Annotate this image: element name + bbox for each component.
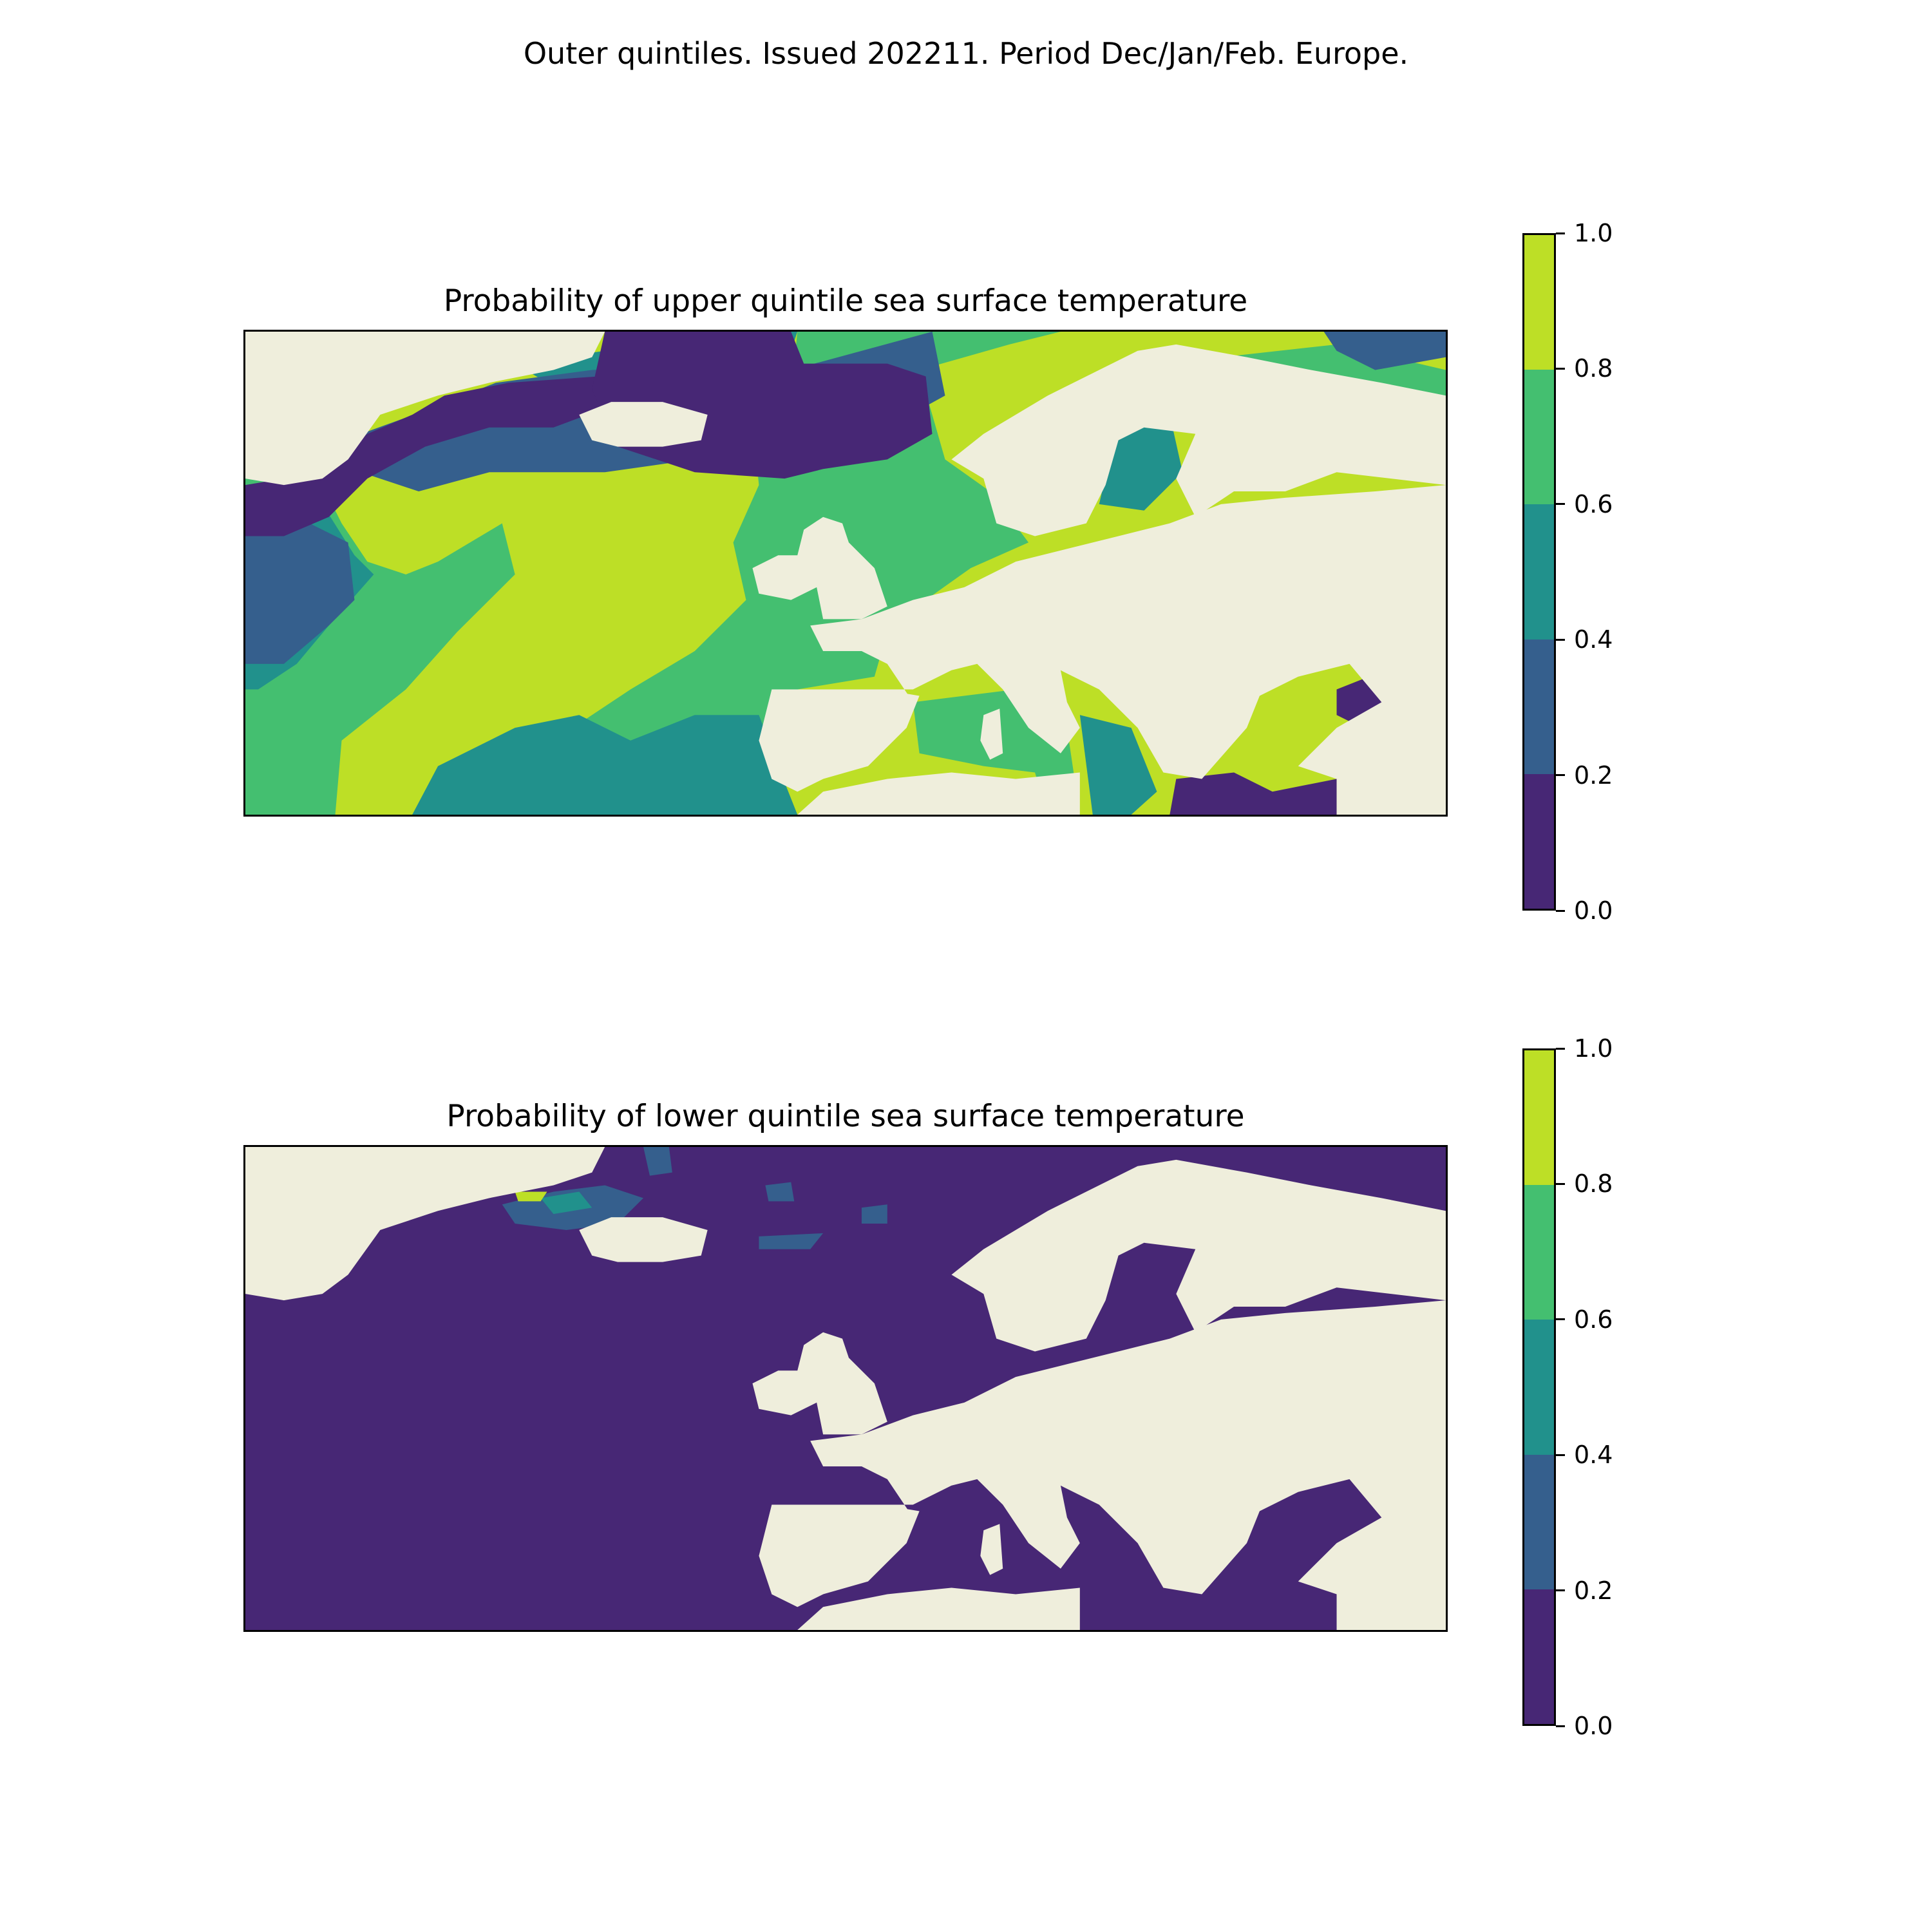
tick-label: 0.8	[1574, 1170, 1613, 1198]
lower-panel-title: Probability of lower quintile sea surfac…	[446, 1099, 1245, 1134]
sea-band-0.0-0.2-labrador	[245, 376, 605, 536]
colorbar-segment-0.6-0.8	[1524, 370, 1554, 505]
land-scandinavia	[951, 344, 1446, 536]
sea-band-0.8-1.0-patch	[515, 1191, 547, 1202]
sea-band-0.0-0.2-aegean	[1170, 772, 1337, 815]
sea-band-0.4-0.6-south	[412, 715, 798, 815]
land-british-isles	[752, 516, 887, 620]
sea-band-0.2-0.4-patch-b	[765, 1182, 795, 1202]
upper-colorbar	[1522, 233, 1556, 911]
colorbar-segment-0.6-0.8	[1524, 1185, 1554, 1320]
tick-label: 0.8	[1574, 354, 1613, 383]
tick-label: 0.2	[1574, 1576, 1613, 1605]
colorbar-segment-0.8-1.0	[1524, 1050, 1554, 1186]
lower-colorbar	[1522, 1048, 1556, 1726]
land-greenland	[245, 1147, 605, 1301]
tick-label: 0.6	[1574, 1305, 1613, 1334]
sea-band-0.2-0.4-patch-c	[861, 1204, 887, 1224]
land-iberia	[759, 689, 920, 792]
land-continental-europe	[772, 485, 1446, 815]
upper-quintile-map	[243, 330, 1448, 817]
land-north-africa	[797, 1587, 1080, 1630]
figure-title: Outer quintiles. Issued 202211. Period D…	[523, 36, 1409, 71]
sea-band-0.4-0.6-balkan	[1079, 715, 1157, 815]
sea-band-0.2-0.4-patch-a	[643, 1147, 672, 1176]
land-corsica-sardinia	[980, 708, 1003, 760]
colorbar-segment-0.2-0.4	[1524, 639, 1554, 774]
tick-label: 0.4	[1574, 625, 1613, 654]
colorbar-segment-0.4-0.6	[1524, 504, 1554, 639]
lower-map-svg	[245, 1147, 1446, 1630]
tick-label: 0.0	[1574, 896, 1613, 925]
tick-label: 0.0	[1574, 1712, 1613, 1740]
upper-panel-title: Probability of upper quintile sea surfac…	[443, 283, 1248, 319]
land-british-isles	[752, 1332, 887, 1435]
sea-band-0.2-0.4-patch-d	[759, 1233, 824, 1249]
tick-label: 0.4	[1574, 1441, 1613, 1470]
land-iceland	[579, 1217, 708, 1262]
colorbar-segment-0.4-0.6	[1524, 1320, 1554, 1455]
lower-quintile-map	[243, 1145, 1448, 1632]
sea-band-0.2-0.4-northeast	[1323, 332, 1446, 370]
land-north-africa	[797, 772, 1080, 815]
tick-label: 0.2	[1574, 761, 1613, 790]
land-scandinavia	[951, 1159, 1446, 1352]
colorbar-segment-0.0-0.2	[1524, 1589, 1554, 1725]
land-iceland	[579, 402, 708, 447]
tick-label: 0.6	[1574, 489, 1613, 518]
sea-band-0.2-0.4-west	[245, 523, 355, 664]
tick-label: 1.0	[1574, 219, 1613, 247]
colorbar-segment-0.2-0.4	[1524, 1454, 1554, 1589]
land-corsica-sardinia	[980, 1524, 1003, 1575]
tick-label: 1.0	[1574, 1034, 1613, 1063]
land-greenland	[245, 332, 605, 486]
land-continental-europe	[772, 1300, 1446, 1630]
colorbar-segment-0.0-0.2	[1524, 773, 1554, 909]
land-iberia	[759, 1504, 920, 1607]
sea-band-0.4-0.6-patch	[540, 1191, 592, 1215]
colorbar-segment-0.8-1.0	[1524, 235, 1554, 370]
upper-map-svg	[245, 332, 1446, 815]
